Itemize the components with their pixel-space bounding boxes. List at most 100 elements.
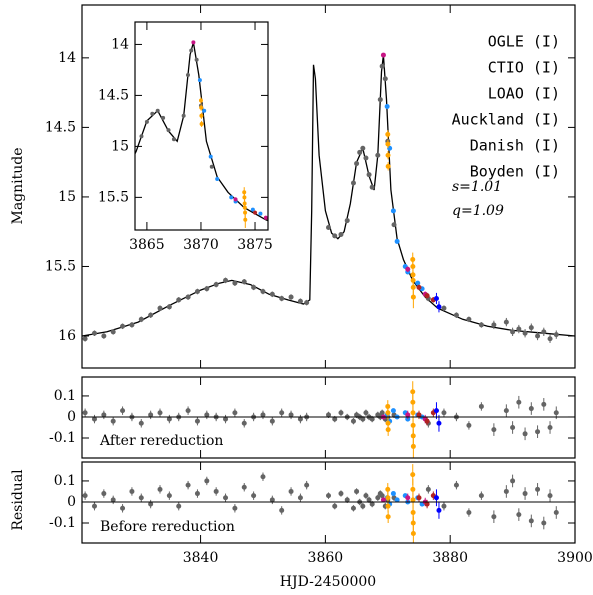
data-point: [547, 424, 553, 430]
data-point: [288, 294, 294, 300]
data-point: [260, 474, 266, 480]
data-point: [288, 225, 292, 229]
data-point: [58, 222, 62, 226]
data-point: [120, 505, 126, 511]
data-point: [410, 263, 416, 269]
panel-label: After rereduction: [99, 433, 223, 449]
y-tick-label: 14.5: [98, 87, 129, 103]
data-point: [541, 520, 547, 526]
data-point: [82, 493, 88, 499]
data-point: [424, 501, 430, 507]
data-point: [436, 507, 442, 513]
data-point: [155, 108, 160, 113]
data-point: [369, 184, 375, 190]
data-point: [241, 484, 247, 490]
data-point: [361, 238, 365, 242]
x-tick-label: 3840: [183, 550, 219, 566]
data-point: [304, 482, 310, 488]
data-point: [48, 221, 52, 225]
data-point: [385, 152, 391, 158]
data-point: [144, 119, 149, 124]
data-point: [357, 149, 363, 155]
data-point: [360, 416, 366, 422]
plot-area: [82, 381, 559, 458]
data-point: [278, 220, 282, 224]
panel-label: Before rereduction: [100, 519, 235, 535]
y-tick-label: 0: [67, 494, 76, 510]
data-point: [466, 509, 472, 515]
data-point: [528, 325, 534, 331]
data-point: [528, 406, 534, 412]
data-point: [204, 286, 210, 292]
data-point: [366, 172, 372, 178]
x-tick-label: 3900: [557, 550, 593, 566]
annotation: q=1.09: [452, 203, 504, 219]
data-point: [535, 486, 541, 492]
data-point: [453, 482, 459, 488]
data-point: [379, 493, 385, 499]
data-point: [263, 215, 268, 220]
y-axis-label: Magnitude: [10, 147, 26, 224]
data-point: [232, 505, 238, 511]
data-point: [194, 57, 199, 62]
data-point: [251, 284, 257, 290]
data-point: [385, 495, 391, 501]
data-point: [510, 424, 516, 430]
data-point: [110, 418, 116, 424]
data-point: [436, 420, 442, 426]
data-point: [385, 410, 391, 416]
data-point: [332, 233, 338, 239]
data-point: [176, 297, 182, 303]
data-point: [232, 410, 238, 416]
legend-entry: Boyden (I): [470, 163, 560, 181]
data-point: [120, 408, 126, 414]
data-point: [466, 316, 472, 322]
data-point: [478, 403, 484, 409]
data-point: [250, 207, 255, 212]
data-point: [350, 180, 356, 186]
y-tick-label: 15: [111, 138, 129, 154]
data-point: [258, 211, 263, 216]
data-point: [296, 226, 300, 230]
y-tick-label: -0.1: [49, 515, 76, 531]
data-point: [350, 418, 356, 424]
data-point: [279, 410, 285, 416]
y-tick-label: 14.5: [45, 119, 76, 135]
data-point: [379, 410, 385, 416]
data-point: [363, 410, 369, 416]
plot-area: [82, 52, 575, 343]
data-point: [215, 177, 220, 182]
data-point: [385, 131, 391, 137]
data-point: [437, 244, 441, 248]
data-point: [91, 330, 97, 336]
data-point: [379, 63, 385, 69]
data-point: [223, 277, 229, 283]
data-point: [363, 155, 369, 161]
x-tick-label: 3870: [183, 237, 219, 253]
data-point: [138, 495, 144, 501]
data-point: [138, 316, 144, 322]
data-point: [176, 503, 182, 509]
data-point: [383, 238, 387, 242]
data-point: [441, 305, 447, 311]
data-point: [110, 329, 116, 335]
data-point: [390, 208, 396, 214]
data-point: [510, 329, 516, 335]
data-point: [191, 40, 196, 45]
data-point: [110, 497, 116, 503]
data-point: [148, 412, 154, 418]
data-point: [129, 488, 135, 494]
data-point: [375, 152, 381, 158]
data-point: [522, 431, 528, 437]
y-tick-label: 15: [58, 189, 76, 205]
data-point: [283, 219, 287, 223]
data-point: [82, 410, 88, 416]
x-axis-label: HJD-2450000: [280, 574, 376, 590]
data-point: [478, 493, 484, 499]
legend-entry: Danish (I): [470, 137, 560, 155]
data-point: [223, 495, 229, 501]
data-point: [503, 408, 509, 414]
legend-entry: Auckland (I): [452, 111, 560, 129]
y-tick-label: 15.5: [45, 258, 76, 274]
